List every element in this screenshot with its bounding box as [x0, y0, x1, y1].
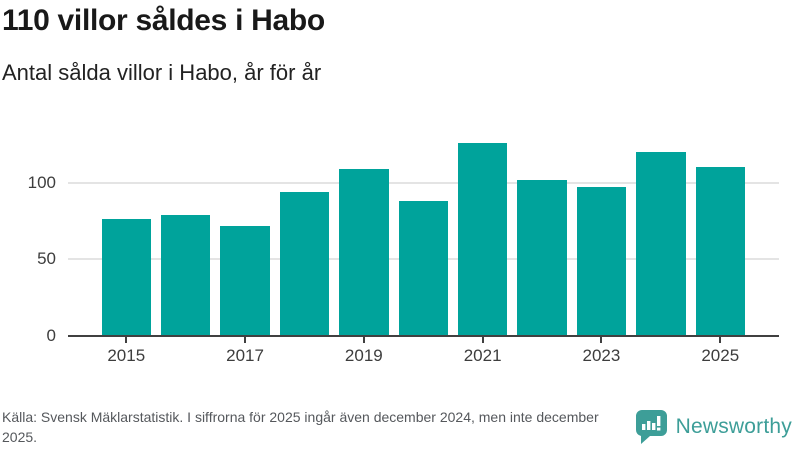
bar-2025 — [695, 167, 745, 336]
x-axis-tick — [600, 337, 603, 343]
chart-subtitle: Antal sålda villor i Habo, år för år — [2, 60, 322, 85]
bar-2017 — [220, 225, 270, 336]
source-note: Källa: Svensk Mäklarstatistik. I siffror… — [2, 409, 599, 445]
x-axis-tick — [362, 337, 365, 343]
x-axis-tick-label: 2019 — [344, 346, 383, 365]
bar-2022 — [517, 179, 567, 336]
x-axis-tick-label: 2025 — [701, 346, 740, 365]
y-axis-tick-label: 50 — [37, 249, 56, 269]
brand-name: Newsworthy — [675, 414, 792, 438]
x-axis-tick — [481, 337, 484, 343]
x-axis-tick — [244, 337, 247, 343]
y-gridline — [68, 181, 779, 184]
x-axis-tick-label: 2015 — [107, 346, 146, 365]
bar-2016 — [160, 214, 211, 336]
x-axis-tick-label: 2021 — [463, 346, 502, 365]
bar-2024 — [636, 152, 686, 336]
bar-2019 — [339, 168, 389, 336]
y-axis-tick-label: 0 — [46, 326, 56, 345]
x-axis-line — [68, 335, 779, 337]
y-axis-tick-label: 100 — [27, 172, 56, 192]
bar-2021 — [457, 142, 508, 336]
x-axis-tick-label: 2017 — [226, 346, 264, 365]
newsworthy-logo-icon — [635, 409, 668, 444]
x-axis-tick — [719, 337, 722, 343]
brand-logo: Newsworthy — [635, 409, 792, 444]
bar-2015 — [101, 219, 151, 336]
x-axis-tick-label: 2023 — [582, 346, 621, 365]
bar-2020 — [398, 201, 448, 336]
bar-2023 — [576, 187, 627, 336]
chart-title: 110 villor såldes i Habo — [2, 4, 325, 37]
bar-2018 — [279, 191, 330, 336]
x-axis-tick — [125, 337, 128, 343]
